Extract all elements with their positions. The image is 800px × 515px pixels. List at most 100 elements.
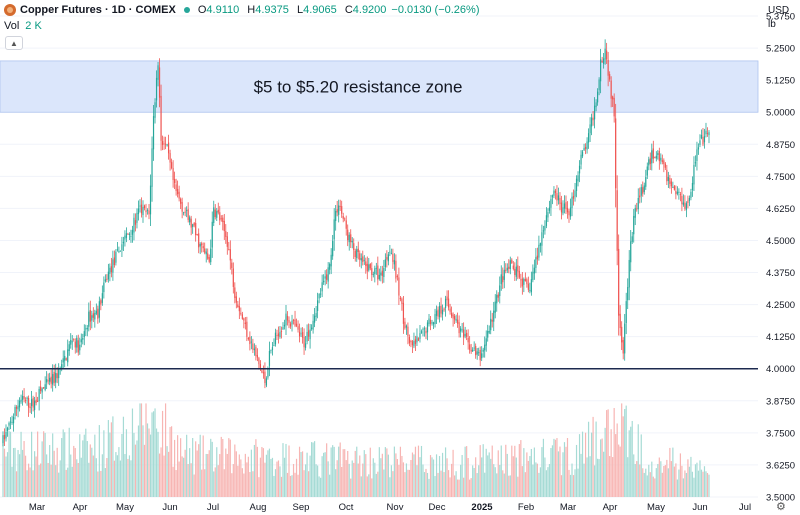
candle-body[interactable] xyxy=(118,251,120,252)
candle-body[interactable] xyxy=(601,60,603,63)
candle-body[interactable] xyxy=(484,344,486,351)
candle-body[interactable] xyxy=(518,270,520,278)
candle-body[interactable] xyxy=(190,218,192,228)
candle-body[interactable] xyxy=(678,191,680,193)
candle-body[interactable] xyxy=(369,264,371,269)
candle-body[interactable] xyxy=(154,102,156,118)
candle-body[interactable] xyxy=(70,340,72,345)
candle-body[interactable] xyxy=(578,165,581,174)
candle-body[interactable] xyxy=(381,270,383,276)
candle-body[interactable] xyxy=(104,279,106,282)
candle-body[interactable] xyxy=(432,322,435,325)
candle-body[interactable] xyxy=(31,399,33,406)
candle-body[interactable] xyxy=(566,207,569,213)
candle-body[interactable] xyxy=(291,320,293,325)
candle-body[interactable] xyxy=(512,265,514,269)
candle-body[interactable] xyxy=(253,348,255,351)
candle-body[interactable] xyxy=(593,105,596,120)
candle-body[interactable] xyxy=(399,297,402,300)
candle-body[interactable] xyxy=(372,274,374,276)
candle-body[interactable] xyxy=(139,205,141,207)
candle-body[interactable] xyxy=(508,266,510,269)
candle-body[interactable] xyxy=(262,372,265,374)
candle-body[interactable] xyxy=(586,141,588,150)
candle-body[interactable] xyxy=(157,65,159,80)
candle-body[interactable] xyxy=(530,279,532,293)
candle-body[interactable] xyxy=(353,243,355,251)
candle-body[interactable] xyxy=(170,162,173,169)
candle-body[interactable] xyxy=(3,435,6,440)
collapse-legend-button[interactable]: ▲ xyxy=(5,36,23,50)
candle-body[interactable] xyxy=(67,349,69,363)
candle-body[interactable] xyxy=(545,215,548,226)
candle-body[interactable] xyxy=(627,287,629,301)
symbol-title[interactable]: Copper Futures · 1D · COMEX xyxy=(20,4,176,16)
candle-body[interactable] xyxy=(600,59,602,82)
candle-body[interactable] xyxy=(493,310,495,322)
candle-body[interactable] xyxy=(298,331,301,337)
candle-body[interactable] xyxy=(161,141,164,145)
currency-unit[interactable]: USD lb xyxy=(768,4,789,32)
candle-body[interactable] xyxy=(523,278,525,285)
candle-body[interactable] xyxy=(380,272,382,276)
candle-body[interactable] xyxy=(98,301,100,318)
candle-body[interactable] xyxy=(589,124,591,134)
candle-body[interactable] xyxy=(414,339,417,345)
candle-body[interactable] xyxy=(548,207,551,211)
candle-body[interactable] xyxy=(470,349,472,352)
candle-body[interactable] xyxy=(580,154,582,165)
candle-body[interactable] xyxy=(83,331,85,338)
candle-body[interactable] xyxy=(166,144,168,146)
candle-body[interactable] xyxy=(449,308,451,312)
candle-body[interactable] xyxy=(167,142,170,154)
candle-body[interactable] xyxy=(473,347,475,349)
candle-body[interactable] xyxy=(52,374,54,385)
candle-body[interactable] xyxy=(97,308,99,319)
candle-body[interactable] xyxy=(666,169,668,182)
candle-body[interactable] xyxy=(639,195,641,198)
candle-body[interactable] xyxy=(592,117,594,121)
candle-body[interactable] xyxy=(113,257,115,265)
candle-body[interactable] xyxy=(175,184,177,191)
candle-body[interactable] xyxy=(174,178,176,184)
candle-body[interactable] xyxy=(651,150,653,164)
candle-body[interactable] xyxy=(50,376,52,384)
candle-body[interactable] xyxy=(700,134,703,139)
candle-body[interactable] xyxy=(419,333,421,339)
candle-body[interactable] xyxy=(192,224,194,227)
candle-body[interactable] xyxy=(377,265,379,280)
candle-body[interactable] xyxy=(628,259,630,288)
candle-body[interactable] xyxy=(122,241,125,244)
candle-body[interactable] xyxy=(365,261,367,266)
candle-body[interactable] xyxy=(481,353,483,359)
candle-body[interactable] xyxy=(267,368,269,378)
candle-body[interactable] xyxy=(444,298,447,309)
candle-body[interactable] xyxy=(249,336,251,345)
time-axis[interactable]: Mar Apr May Jun Jul Aug Sep Oct Nov Dec 2025 Feb Mar… xyxy=(29,502,751,513)
candle-body[interactable] xyxy=(232,268,234,287)
candle-body[interactable] xyxy=(341,206,343,214)
candle-body[interactable] xyxy=(47,380,49,382)
candle-body[interactable] xyxy=(478,352,480,354)
candle-body[interactable] xyxy=(274,332,277,345)
candle-body[interactable] xyxy=(696,149,698,161)
candle-body[interactable] xyxy=(228,249,230,251)
candle-body[interactable] xyxy=(225,231,227,237)
candle-body[interactable] xyxy=(189,217,191,223)
candle-body[interactable] xyxy=(547,212,549,218)
candle-body[interactable] xyxy=(527,283,529,290)
candle-body[interactable] xyxy=(283,324,286,327)
candle-body[interactable] xyxy=(511,259,513,264)
candle-body[interactable] xyxy=(708,132,710,136)
candle-body[interactable] xyxy=(88,311,90,327)
candle-body[interactable] xyxy=(193,223,195,226)
candle-body[interactable] xyxy=(231,262,233,269)
candle-body[interactable] xyxy=(183,212,185,214)
candle-body[interactable] xyxy=(24,400,27,401)
candle-body[interactable] xyxy=(496,294,498,304)
candle-body[interactable] xyxy=(71,341,73,343)
candle-body[interactable] xyxy=(53,371,55,383)
candle-body[interactable] xyxy=(195,222,197,236)
candle-body[interactable] xyxy=(658,150,660,162)
candle-body[interactable] xyxy=(479,349,481,361)
